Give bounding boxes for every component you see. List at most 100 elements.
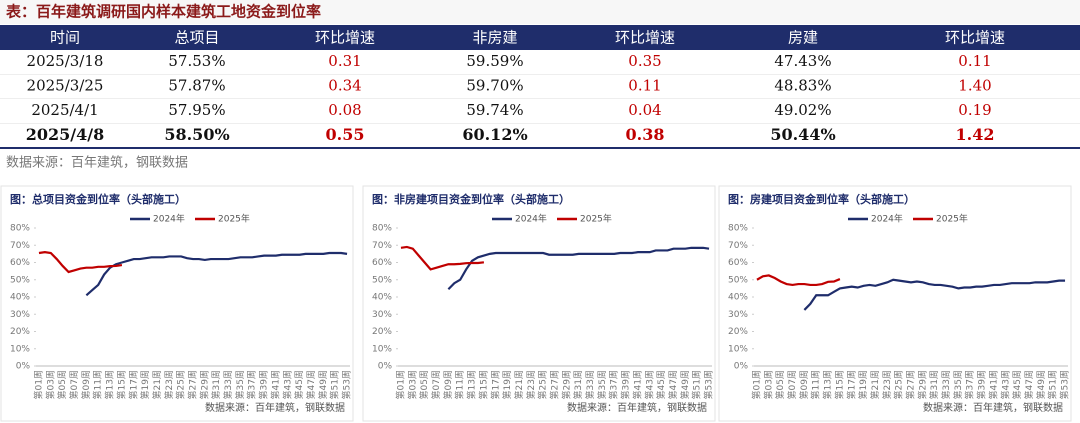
x-tick-label: 第01周	[32, 370, 44, 399]
y-tick-label: 80%	[10, 224, 30, 234]
table-cell: 2025/4/1	[31, 101, 98, 119]
legend-label: 2024年	[871, 213, 903, 225]
x-tick-label: 第41周	[987, 370, 999, 399]
series-line	[400, 245, 485, 271]
x-tick-label: 第13周	[466, 370, 478, 399]
y-tick-label: 50%	[728, 275, 748, 285]
x-tick-label: 第07周	[68, 370, 80, 399]
table-header-bg	[0, 25, 1080, 50]
table-cell: 2025/3/18	[27, 52, 104, 70]
y-tick-label: 10%	[10, 344, 30, 354]
chart-source: 数据来源：百年建筑，钢联数据	[205, 401, 345, 414]
table-cell: 2025/4/8	[26, 125, 104, 144]
x-tick-label: 第37周	[246, 370, 258, 399]
x-tick-label: 第35周	[596, 370, 608, 399]
x-tick-label: 第23周	[163, 370, 175, 399]
x-tick-label: 第45周	[293, 370, 305, 399]
x-tick-label: 第27周	[187, 370, 199, 399]
x-tick-label: 第11周	[454, 370, 466, 399]
y-tick-label: 10%	[728, 344, 748, 354]
y-tick-label: 70%	[372, 241, 392, 251]
chart-title: 图：非房建项目资金到位率（头部施工）	[372, 192, 570, 206]
x-tick-label: 第53周	[341, 370, 353, 399]
table-source: 数据来源：百年建筑，钢联数据	[6, 155, 188, 171]
table-cell: 0.11	[958, 52, 991, 70]
x-tick-label: 第33周	[940, 370, 952, 399]
x-tick-label: 第11周	[810, 370, 822, 399]
y-tick-label: 70%	[10, 241, 30, 251]
series-line	[756, 274, 841, 287]
x-tick-label: 第11周	[92, 370, 104, 399]
x-tick-label: 第05周	[418, 370, 430, 399]
x-tick-label: 第19周	[857, 370, 869, 399]
series-line	[38, 251, 123, 274]
x-tick-label: 第21周	[151, 370, 163, 399]
x-tick-label: 第53周	[703, 370, 715, 399]
x-tick-label: 第17周	[127, 370, 139, 399]
chart-title: 图：房建项目资金到位率（头部施工）	[728, 192, 915, 206]
x-tick-label: 第33周	[222, 370, 234, 399]
y-tick-label: 80%	[372, 224, 392, 234]
panel	[0, 185, 354, 422]
x-tick-label: 第27周	[905, 370, 917, 399]
table-cell: 50.44%	[770, 125, 835, 144]
y-tick-label: 70%	[728, 241, 748, 251]
x-tick-label: 第39周	[620, 370, 632, 399]
y-tick-label: 50%	[10, 275, 30, 285]
x-tick-label: 第25周	[175, 370, 187, 399]
table-title: 表：百年建筑调研国内样本建筑工地资金到位率	[6, 3, 321, 21]
panel	[718, 185, 1072, 422]
column-header: 环比增速	[315, 29, 375, 47]
column-header: 总项目	[174, 29, 219, 47]
x-tick-label: 第41周	[631, 370, 643, 399]
x-tick-label: 第49周	[317, 370, 329, 399]
x-tick-label: 第29周	[560, 370, 572, 399]
x-tick-label: 第39周	[976, 370, 988, 399]
y-tick-label: 10%	[372, 344, 392, 354]
y-tick-label: 80%	[728, 224, 748, 234]
x-tick-label: 第23周	[525, 370, 537, 399]
x-tick-label: 第01周	[394, 370, 406, 399]
legend-label: 2024年	[153, 213, 185, 225]
x-tick-label: 第19周	[501, 370, 513, 399]
x-tick-label: 第27周	[549, 370, 561, 399]
table-cell: 0.38	[626, 125, 665, 144]
x-tick-label: 第43周	[643, 370, 655, 399]
table-cell: 57.53%	[168, 52, 225, 70]
table-cell: 0.34	[328, 77, 361, 95]
table-cell: 0.55	[326, 125, 365, 144]
table-cell: 57.95%	[168, 101, 225, 119]
chart-title: 图：总项目资金到位率（头部施工）	[10, 192, 186, 206]
x-tick-label: 第05周	[774, 370, 786, 399]
column-header: 时间	[50, 29, 80, 47]
y-tick-label: 0%	[16, 362, 31, 372]
x-tick-label: 第47周	[305, 370, 317, 399]
table-cell: 48.83%	[774, 77, 831, 95]
panel	[362, 185, 716, 422]
y-tick-label: 20%	[372, 327, 392, 337]
x-tick-label: 第15周	[477, 370, 489, 399]
table-cell: 59.74%	[466, 101, 523, 119]
x-tick-label: 第03周	[762, 370, 774, 399]
x-tick-label: 第05周	[56, 370, 68, 399]
legend-label: 2025年	[936, 213, 968, 225]
y-tick-label: 30%	[372, 310, 392, 320]
table-cell: 59.70%	[466, 77, 523, 95]
y-tick-label: 40%	[372, 293, 392, 303]
x-tick-label: 第45周	[655, 370, 667, 399]
x-tick-label: 第39周	[258, 370, 270, 399]
y-tick-label: 30%	[728, 310, 748, 320]
x-tick-label: 第53周	[1059, 370, 1071, 399]
x-tick-label: 第13周	[822, 370, 834, 399]
x-tick-label: 第21周	[869, 370, 881, 399]
table-cell: 1.42	[956, 125, 995, 144]
table-cell: 0.04	[628, 101, 661, 119]
x-tick-label: 第37周	[608, 370, 620, 399]
y-tick-label: 50%	[372, 275, 392, 285]
column-header: 环比增速	[615, 29, 675, 47]
x-tick-label: 第21周	[513, 370, 525, 399]
table-cell: 57.87%	[168, 77, 225, 95]
y-tick-label: 60%	[728, 258, 748, 268]
chart-source: 数据来源：百年建筑，钢联数据	[567, 401, 707, 414]
table-cell: 60.12%	[462, 125, 527, 144]
